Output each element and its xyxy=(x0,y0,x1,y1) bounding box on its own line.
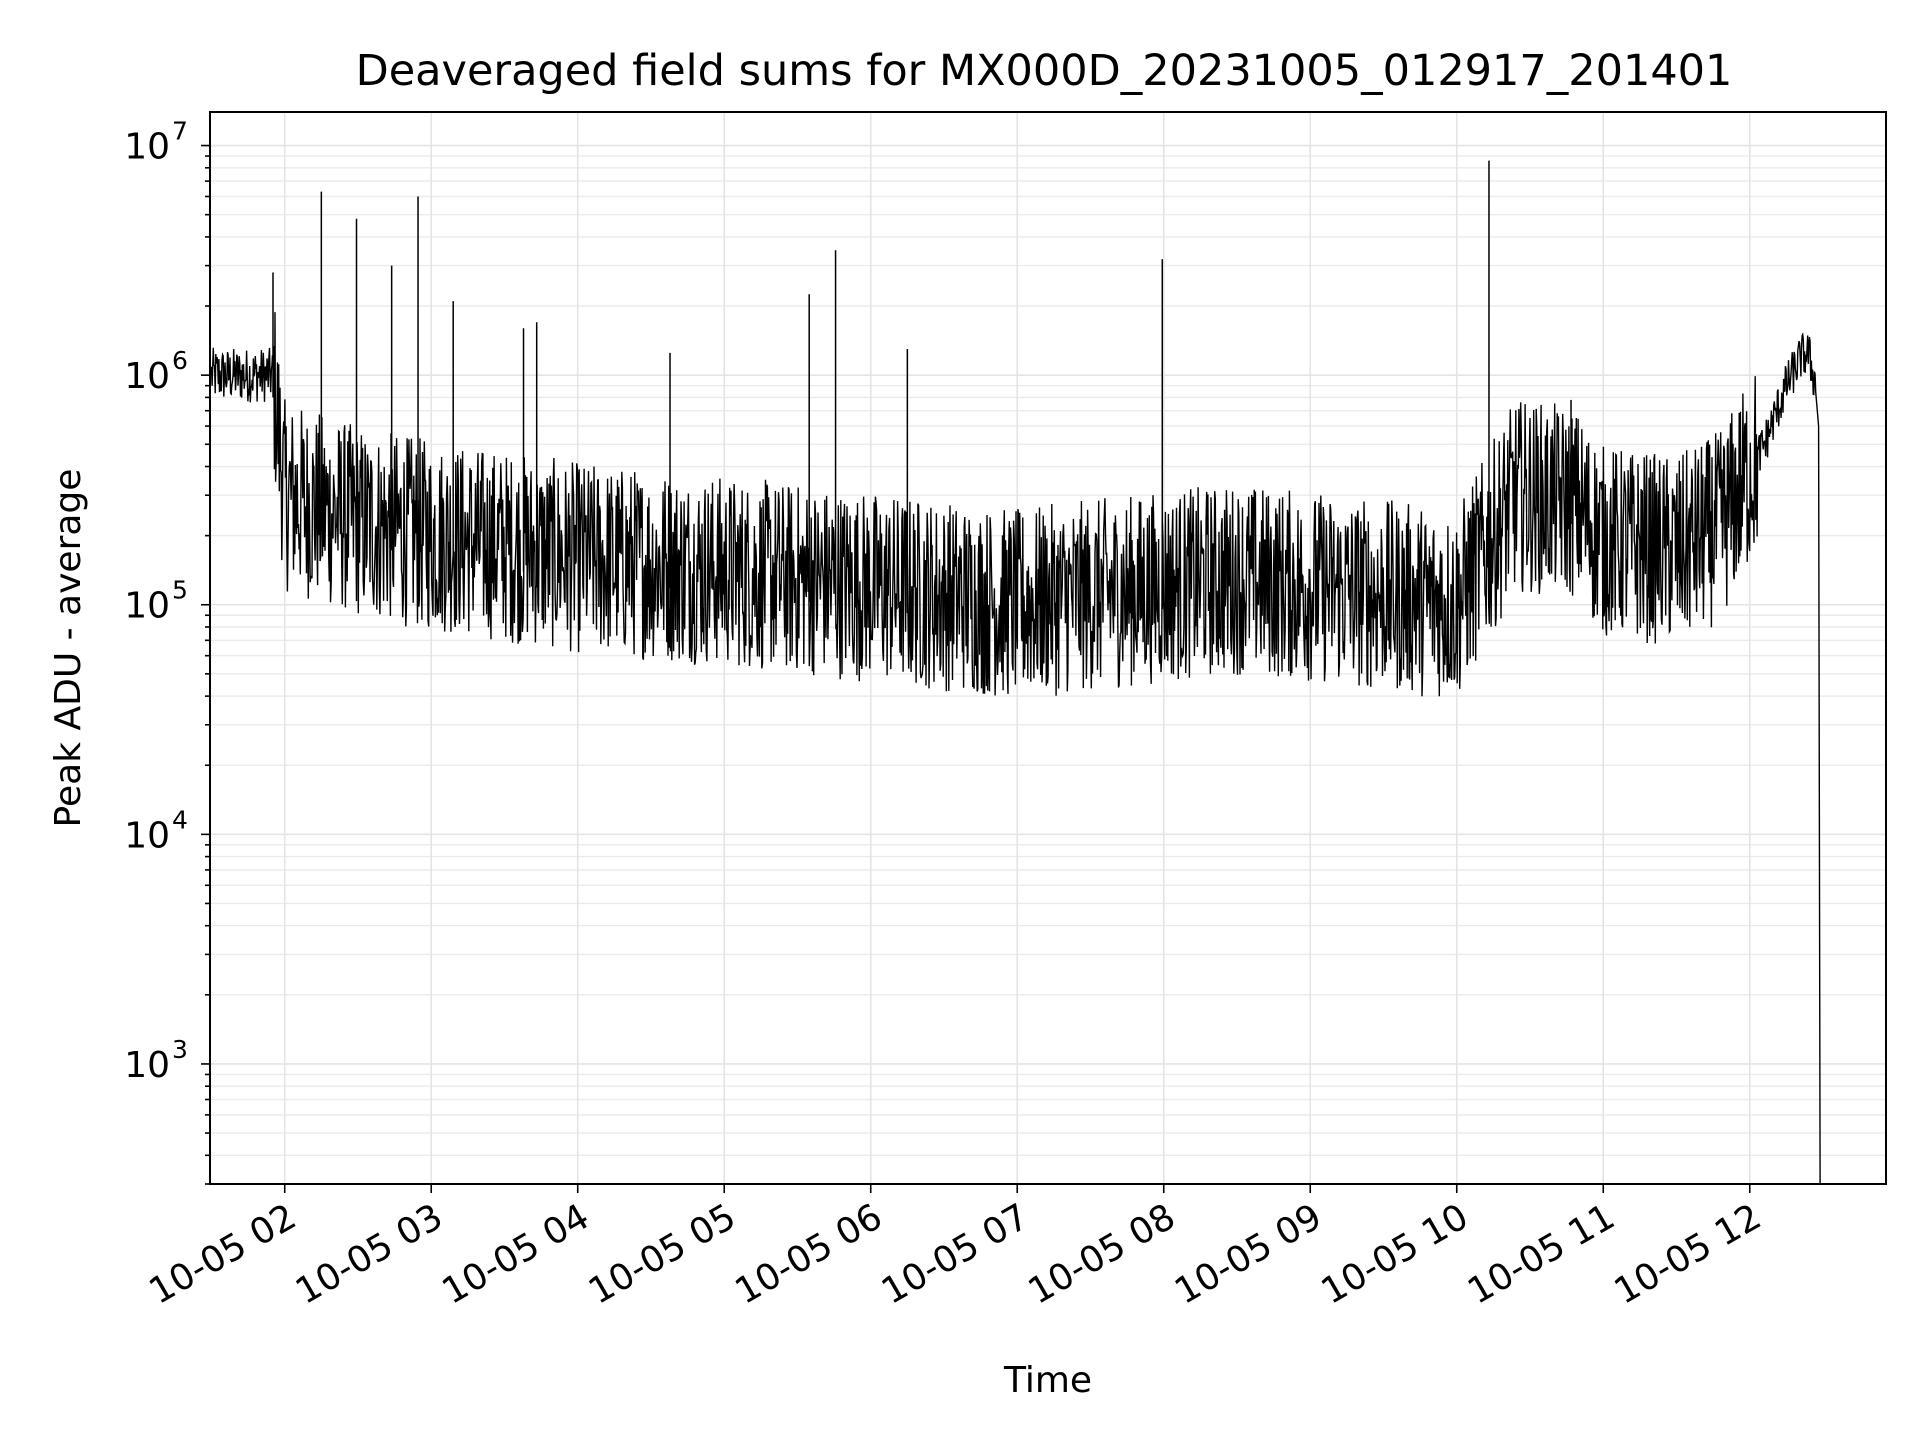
y-tick-exponent: 6 xyxy=(172,346,188,375)
y-tick-label: 10 xyxy=(124,586,170,627)
spike-group xyxy=(272,160,1572,614)
y-tick-exponent: 4 xyxy=(172,805,188,834)
y-tick-exponent: 5 xyxy=(172,576,188,605)
y-tick-exponent: 7 xyxy=(172,117,188,146)
chart-title: Deaveraged field sums for MX000D_2023100… xyxy=(356,46,1733,96)
x-axis-label: Time xyxy=(1003,1360,1092,1401)
y-tick-label: 10 xyxy=(124,815,170,856)
y-tick-exponent: 3 xyxy=(172,1035,188,1064)
y-tick-label: 10 xyxy=(124,1045,170,1086)
y-tick-label: 10 xyxy=(124,127,170,168)
series-line xyxy=(210,312,1821,1185)
plot-frame xyxy=(209,111,1887,1185)
y-axis-label: Peak ADU - average xyxy=(48,469,89,828)
y-tick-label: 10 xyxy=(124,356,170,397)
